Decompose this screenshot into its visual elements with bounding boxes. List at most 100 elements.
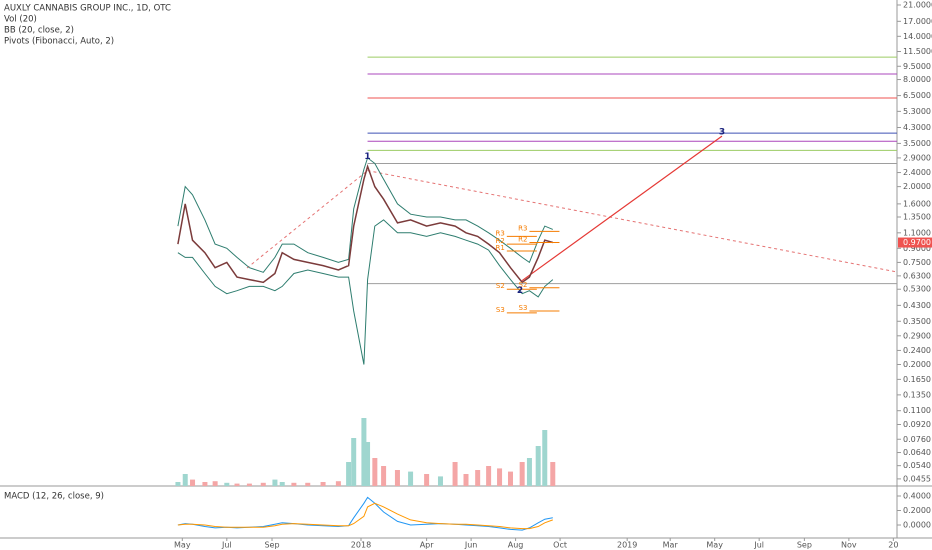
x-tick-label: Sep bbox=[264, 541, 279, 550]
x-tick-label: 20 bbox=[888, 541, 898, 550]
pivot-label: S3 bbox=[519, 304, 528, 312]
pivot-label: S2 bbox=[496, 282, 505, 290]
macd-line bbox=[177, 496, 553, 531]
pivot-label: R3 bbox=[518, 224, 527, 232]
x-tick-label: Sep bbox=[797, 541, 812, 550]
x-tick-label: May bbox=[174, 541, 191, 550]
y-tick-label: 0.5300 bbox=[903, 285, 931, 294]
y-tick-label: 3.5000 bbox=[903, 139, 931, 148]
volume-bar bbox=[335, 481, 341, 486]
volume-bar bbox=[394, 470, 400, 486]
y-tick-label: 0.1100 bbox=[903, 406, 931, 415]
volume-bar bbox=[182, 474, 188, 486]
last-price-box bbox=[898, 237, 932, 248]
y-tick-label: 0.4000 bbox=[903, 491, 931, 500]
y-tick-label: 1.6000 bbox=[903, 199, 931, 208]
volume-bar bbox=[279, 482, 285, 486]
y-tick-label: 14.0000 bbox=[903, 32, 932, 41]
y-tick-label: 0.4300 bbox=[903, 301, 931, 310]
volume-bar bbox=[424, 474, 430, 486]
y-tick-label: 11.5000 bbox=[903, 47, 932, 56]
price-line bbox=[177, 163, 554, 284]
volume-bar bbox=[305, 482, 311, 486]
volume-bar bbox=[320, 482, 326, 486]
pivot-label: R2 bbox=[496, 237, 505, 245]
volume-bar bbox=[381, 466, 387, 486]
volume-bar bbox=[246, 483, 252, 486]
y-tick-label: 0.0540 bbox=[903, 461, 931, 470]
y-tick-label: 0.2400 bbox=[903, 346, 931, 355]
volume-bar bbox=[437, 476, 443, 486]
volume-bar bbox=[497, 468, 503, 486]
y-tick-label: 21.0000 bbox=[903, 0, 932, 9]
volume-bar bbox=[550, 462, 556, 486]
indicator-label: Vol (20) bbox=[4, 15, 37, 25]
y-tick-label: 0.0640 bbox=[903, 448, 931, 457]
y-tick-label: 2.9000 bbox=[903, 153, 931, 162]
pivot-label: S3 bbox=[496, 306, 505, 314]
x-tick-label: 2018 bbox=[351, 541, 371, 550]
volume-bar bbox=[475, 470, 481, 486]
y-tick-label: 4.3000 bbox=[903, 123, 931, 132]
x-tick-label: Apr bbox=[420, 541, 435, 550]
x-tick-label: May bbox=[706, 541, 723, 550]
volume-bar bbox=[408, 471, 414, 486]
wave-line bbox=[521, 135, 723, 282]
volume-bar bbox=[519, 462, 525, 486]
y-tick-label: 17.0000 bbox=[903, 17, 932, 26]
x-tick-label: 2019 bbox=[617, 541, 637, 550]
y-tick-label: 0.3500 bbox=[903, 317, 931, 326]
volume-bar bbox=[507, 471, 513, 486]
volume-bar bbox=[365, 442, 371, 486]
y-tick-label: 0.0455 bbox=[903, 474, 931, 483]
x-tick-label: Jul bbox=[221, 541, 232, 550]
x-tick-label: Jul bbox=[753, 541, 764, 550]
y-tick-label: 0.9000 bbox=[903, 244, 931, 253]
y-tick-label: 0.0760 bbox=[903, 435, 931, 444]
y-tick-label: 8.0000 bbox=[903, 75, 931, 84]
last-price-label: 0.9700 bbox=[903, 238, 931, 247]
volume-bar bbox=[234, 483, 240, 486]
wave-label: 3 bbox=[719, 128, 725, 138]
y-tick-label: 5.3000 bbox=[903, 107, 931, 116]
y-tick-label: 9.5000 bbox=[903, 62, 931, 71]
bollinger-band bbox=[177, 219, 554, 365]
volume-bar bbox=[212, 481, 218, 486]
y-tick-label: 1.3500 bbox=[903, 212, 931, 221]
y-tick-label: 0.2000 bbox=[903, 360, 931, 369]
volume-bar bbox=[260, 482, 266, 486]
y-tick-label: 2.0000 bbox=[903, 182, 931, 191]
y-tick-label: 0.1350 bbox=[903, 390, 931, 399]
wave-line bbox=[246, 170, 368, 269]
volume-bar bbox=[190, 479, 196, 486]
y-tick-label: 0.0000 bbox=[903, 521, 931, 530]
volume-bar bbox=[486, 466, 492, 486]
indicator-label: BB (20, close, 2) bbox=[4, 26, 74, 36]
y-tick-label: 0.0920 bbox=[903, 420, 931, 429]
volume-bar bbox=[542, 430, 548, 486]
y-tick-label: 0.2000 bbox=[903, 506, 931, 515]
volume-bar bbox=[272, 479, 278, 486]
x-tick-label: Nov bbox=[841, 541, 857, 550]
macd-line bbox=[177, 502, 553, 530]
pivot-label: R3 bbox=[496, 229, 505, 237]
y-tick-label: 6.5000 bbox=[903, 91, 931, 100]
volume-bar bbox=[175, 482, 181, 486]
x-tick-label: Aug bbox=[508, 541, 524, 550]
volume-bar bbox=[224, 482, 230, 486]
volume-bar bbox=[361, 418, 367, 486]
x-tick-label: Mar bbox=[663, 541, 679, 550]
pivot-label: R2 bbox=[518, 236, 527, 244]
volume-bar bbox=[463, 474, 469, 486]
y-tick-label: 0.7500 bbox=[903, 258, 931, 267]
macd-title: MACD (12, 26, close, 9) bbox=[4, 492, 104, 502]
wave-label: 1 bbox=[364, 152, 370, 162]
volume-bar bbox=[452, 462, 458, 486]
y-tick-label: 0.6300 bbox=[903, 271, 931, 280]
volume-bar bbox=[291, 482, 297, 486]
volume-bar bbox=[346, 462, 352, 486]
volume-bar bbox=[526, 458, 532, 486]
pivot-label: S2 bbox=[519, 281, 528, 289]
